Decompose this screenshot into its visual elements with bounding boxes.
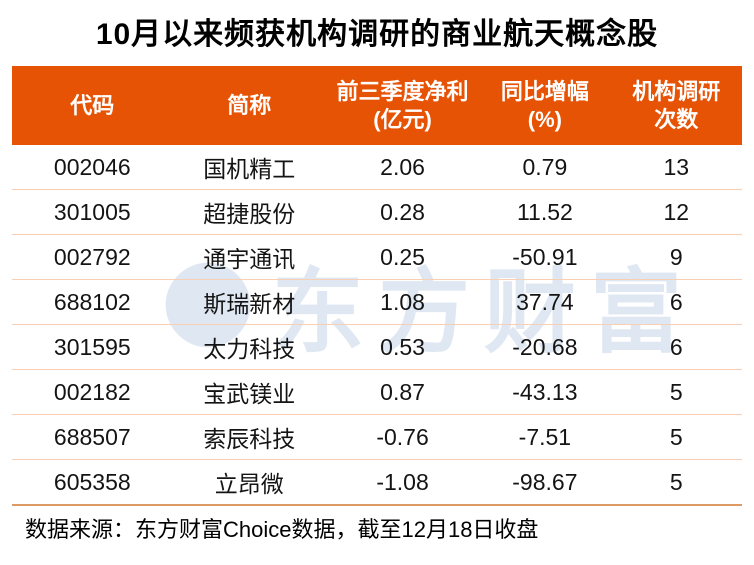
column-header-survey-count: 机构调研 次数	[610, 66, 742, 145]
table-row: 002046 国机精工 2.06 0.79 13	[12, 145, 742, 190]
column-header-label-line1: 同比增幅	[500, 78, 589, 104]
cell-stock-code: 605358	[12, 459, 173, 506]
column-header-net-profit: 前三季度净利 (亿元)	[325, 66, 480, 145]
page-title: 10月以来频获机构调研的商业航天概念股	[95, 18, 659, 51]
stock-table: 代码 简称 前三季度净利 (亿元) 同比增幅 (%) 机构调研	[12, 66, 742, 506]
column-header-label: 简称	[227, 92, 272, 118]
table-row: 688507 索辰科技 -0.76 -7.51 5	[12, 414, 742, 460]
column-header-label-line2: (%)	[527, 106, 562, 132]
table-row: 688102 斯瑞新材 1.08 37.74 6	[12, 279, 742, 325]
column-header-label: 代码	[70, 92, 115, 118]
stock-table-wrapper: 东方财富 代码 简称 前三季度净利	[12, 66, 742, 506]
cell-yoy-growth: 37.74	[479, 279, 611, 325]
cell-stock-name: 超捷股份	[172, 189, 326, 235]
cell-survey-count: 5	[610, 369, 742, 415]
cell-yoy-growth: -43.13	[479, 369, 611, 415]
cell-stock-code: 301005	[12, 189, 173, 235]
cell-yoy-growth: -20.68	[479, 324, 611, 370]
cell-stock-code: 688507	[12, 414, 173, 460]
cell-survey-count: 9	[610, 234, 742, 280]
cell-stock-name: 斯瑞新材	[172, 279, 326, 325]
cell-stock-code: 002046	[12, 145, 173, 190]
cell-survey-count: 6	[610, 279, 742, 325]
cell-net-profit: 0.87	[325, 369, 480, 415]
cell-yoy-growth: -50.91	[479, 234, 611, 280]
table-body: 002046 国机精工 2.06 0.79 13 301005 超捷股份 0.2…	[12, 145, 742, 506]
cell-stock-name: 立昂微	[172, 459, 326, 506]
table-header: 代码 简称 前三季度净利 (亿元) 同比增幅 (%) 机构调研	[12, 66, 742, 145]
cell-stock-name: 国机精工	[172, 145, 326, 190]
cell-stock-name: 太力科技	[172, 324, 326, 370]
cell-net-profit: 2.06	[325, 145, 480, 190]
cell-survey-count: 5	[610, 459, 742, 506]
cell-net-profit: 0.25	[325, 234, 480, 280]
table-row: 301005 超捷股份 0.28 11.52 12	[12, 189, 742, 235]
cell-stock-name: 宝武镁业	[172, 369, 326, 415]
cell-survey-count: 13	[610, 145, 742, 190]
cell-net-profit: -1.08	[325, 459, 480, 506]
cell-yoy-growth: -98.67	[479, 459, 611, 506]
cell-net-profit: -0.76	[325, 414, 480, 460]
cell-yoy-growth: 11.52	[479, 189, 611, 235]
column-header-label-line1: 前三季度净利	[336, 78, 469, 104]
table-row: 002792 通宇通讯 0.25 -50.91 9	[12, 234, 742, 280]
cell-yoy-growth: -7.51	[479, 414, 611, 460]
column-header-code: 代码	[12, 66, 173, 145]
column-header-yoy-growth: 同比增幅 (%)	[479, 66, 611, 145]
cell-net-profit: 0.53	[325, 324, 480, 370]
cell-survey-count: 6	[610, 324, 742, 370]
cell-yoy-growth: 0.79	[479, 145, 611, 190]
data-source-note: 数据来源：东方财富Choice数据，截至12月18日收盘	[25, 517, 539, 542]
cell-net-profit: 1.08	[325, 279, 480, 325]
column-header-name: 简称	[172, 66, 326, 145]
cell-stock-name: 索辰科技	[172, 414, 326, 460]
cell-survey-count: 12	[610, 189, 742, 235]
column-header-label-line1: 机构调研	[632, 78, 721, 104]
cell-stock-code: 301595	[12, 324, 173, 370]
column-header-label-line2: 次数	[654, 106, 699, 132]
cell-net-profit: 0.28	[325, 189, 480, 235]
cell-stock-code: 002792	[12, 234, 173, 280]
cell-survey-count: 5	[610, 414, 742, 460]
cell-stock-code: 688102	[12, 279, 173, 325]
table-row: 605358 立昂微 -1.08 -98.67 5	[12, 459, 742, 506]
column-header-label-line2: (亿元)	[373, 106, 432, 132]
cell-stock-name: 通宇通讯	[172, 234, 326, 280]
cell-stock-code: 002182	[12, 369, 173, 415]
table-row: 002182 宝武镁业 0.87 -43.13 5	[12, 369, 742, 415]
table-row: 301595 太力科技 0.53 -20.68 6	[12, 324, 742, 370]
table-header-row: 代码 简称 前三季度净利 (亿元) 同比增幅 (%) 机构调研	[12, 66, 742, 145]
